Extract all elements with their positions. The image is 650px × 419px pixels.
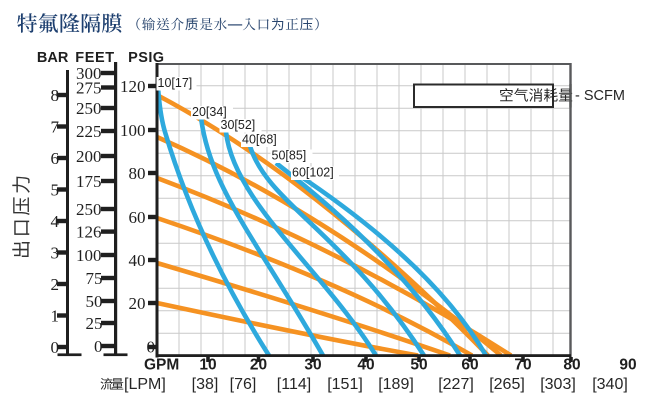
svg-text:50: 50: [410, 357, 427, 374]
svg-text:0: 0: [147, 338, 156, 357]
svg-text:250: 250: [76, 200, 102, 219]
svg-text:0: 0: [94, 337, 103, 356]
svg-text:60: 60: [129, 208, 146, 227]
svg-text:200: 200: [76, 147, 102, 166]
svg-text:120: 120: [120, 77, 146, 96]
svg-text:[227]: [227]: [438, 376, 474, 393]
svg-text:3: 3: [51, 244, 60, 263]
svg-text:[151]: [151]: [327, 376, 363, 393]
svg-text:40: 40: [357, 357, 374, 374]
svg-text:225: 225: [76, 122, 102, 141]
svg-text:100: 100: [120, 121, 146, 140]
svg-text:30[52]: 30[52]: [221, 118, 256, 132]
svg-text:2: 2: [51, 275, 60, 294]
svg-text:10: 10: [199, 357, 216, 374]
svg-text:FEET: FEET: [75, 50, 114, 66]
svg-text:40: 40: [129, 251, 146, 270]
svg-text:300: 300: [76, 64, 102, 83]
svg-text:[76]: [76]: [230, 376, 257, 393]
svg-text:[340]: [340]: [592, 376, 628, 393]
svg-text:25: 25: [86, 314, 103, 333]
svg-text:20: 20: [129, 294, 146, 313]
svg-text:[LPM]: [LPM]: [124, 376, 166, 393]
svg-text:[114]: [114]: [277, 376, 311, 393]
svg-text:275: 275: [76, 79, 102, 98]
svg-text:50: 50: [86, 292, 103, 311]
svg-text:10[17]: 10[17]: [158, 76, 193, 90]
svg-text:[303]: [303]: [540, 376, 576, 393]
svg-text:80: 80: [563, 357, 580, 374]
svg-text:[189]: [189]: [378, 376, 414, 393]
svg-text:60: 60: [461, 357, 478, 374]
svg-text:6: 6: [51, 149, 60, 168]
svg-text:100: 100: [76, 246, 102, 265]
svg-text:30: 30: [304, 357, 321, 374]
svg-text:60[102]: 60[102]: [292, 166, 334, 180]
svg-text:20: 20: [250, 357, 267, 374]
svg-text:[265]: [265]: [489, 376, 525, 393]
svg-text:50[85]: 50[85]: [272, 149, 307, 163]
svg-text:75: 75: [86, 269, 103, 288]
svg-text:175: 175: [76, 172, 102, 191]
svg-text:BAR: BAR: [37, 50, 69, 66]
svg-text:1: 1: [51, 307, 60, 326]
svg-text:PSIG: PSIG: [128, 50, 164, 66]
svg-text:GPM: GPM: [144, 357, 179, 374]
svg-text:20[34]: 20[34]: [192, 105, 227, 119]
svg-text:4: 4: [51, 212, 60, 231]
svg-text:70: 70: [514, 357, 531, 374]
svg-text:80: 80: [129, 164, 146, 183]
svg-text:7: 7: [51, 118, 60, 137]
svg-text:40[68]: 40[68]: [242, 133, 277, 147]
svg-text:5: 5: [51, 181, 60, 200]
svg-text:250: 250: [76, 99, 102, 118]
svg-text:126: 126: [76, 223, 102, 242]
svg-text:0: 0: [51, 338, 60, 357]
svg-text:[38]: [38]: [192, 376, 219, 393]
svg-text:- SCFM: - SCFM: [575, 88, 625, 104]
svg-text:8: 8: [51, 86, 60, 105]
svg-text:90: 90: [619, 357, 636, 374]
